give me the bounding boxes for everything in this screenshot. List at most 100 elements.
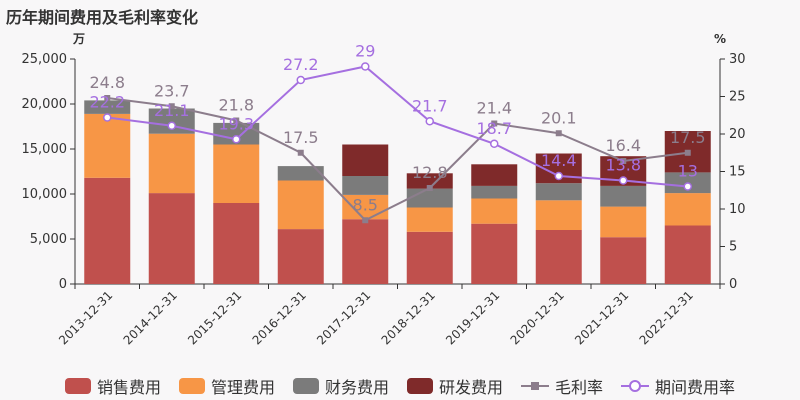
data-label-period: 29	[355, 42, 375, 61]
legend-label: 研发费用	[439, 378, 504, 397]
line-period	[107, 65, 688, 188]
legend-label: 毛利率	[555, 378, 604, 397]
legend-swatch-rd	[407, 378, 433, 394]
y-right-tick-label: 0	[729, 277, 737, 292]
bar-finance	[535, 183, 582, 201]
bar-admin	[84, 113, 131, 178]
legend-label: 管理费用	[210, 378, 275, 397]
x-tick-label: 2020-12-31	[508, 288, 567, 347]
legend-swatch-sales	[64, 378, 91, 394]
data-label-gross: 8.5	[353, 195, 378, 214]
legend-item-rd[interactable]: 研发费用	[407, 374, 503, 398]
y-left-tick-label: 0	[59, 277, 67, 292]
bar-sales	[664, 225, 711, 284]
x-tick-label: 2013-12-31	[56, 288, 115, 347]
bar-admin	[213, 144, 260, 203]
line-gross	[107, 97, 688, 222]
data-label-period: 22.2	[89, 93, 125, 112]
point-period	[103, 113, 112, 122]
data-label-period: 27.2	[283, 55, 319, 74]
x-tick-label: 2017-12-31	[314, 288, 373, 347]
data-label-gross: 17.5	[283, 128, 319, 147]
point-period	[554, 171, 563, 181]
data-label-gross: 20.1	[541, 108, 577, 127]
y-left-tick-label: 20,000	[22, 97, 68, 112]
data-label-gross: 17.5	[670, 128, 706, 147]
point-gross	[297, 149, 304, 156]
point-period	[683, 182, 692, 191]
legend-swatch-finance	[292, 378, 319, 394]
legend-item-gross[interactable]: 毛利率	[521, 374, 603, 398]
data-label-gross: 23.7	[154, 81, 190, 100]
y-left-unit: 万	[72, 32, 85, 46]
data-label-gross: 21.8	[218, 96, 254, 115]
point-period	[619, 176, 628, 185]
x-tick-label: 2021-12-31	[572, 288, 631, 347]
bar-admin	[600, 206, 647, 238]
x-tick-label: 2022-12-31	[637, 288, 696, 347]
bar-admin	[471, 198, 518, 224]
point-gross	[168, 103, 175, 110]
legend-swatch-admin	[178, 378, 205, 394]
point-gross	[104, 95, 111, 101]
bar-rd	[471, 164, 518, 186]
point-gross	[491, 120, 498, 127]
data-label-period: 13	[678, 162, 698, 181]
point-gross	[620, 158, 627, 164]
bar-sales	[277, 229, 324, 284]
bar-sales	[148, 193, 195, 284]
bar-finance	[84, 100, 131, 114]
legend-swatch-gross	[521, 378, 550, 394]
point-period	[361, 62, 370, 71]
data-label-period: 19.3	[218, 114, 254, 133]
y-left-tick-label: 15,000	[22, 142, 68, 157]
x-tick-label: 2014-12-31	[121, 288, 180, 347]
legend-swatch-period	[621, 378, 650, 394]
y-right-tick-label: 5	[729, 240, 737, 255]
bar-finance	[342, 176, 389, 195]
data-label-period: 21.7	[412, 96, 448, 115]
bar-rd	[342, 144, 389, 176]
bar-finance	[600, 185, 647, 207]
y-left-tick-label: 5,000	[30, 232, 67, 247]
data-label-period: 18.7	[476, 119, 512, 138]
legend-item-finance[interactable]: 财务费用	[292, 374, 389, 398]
bar-admin	[406, 207, 453, 232]
x-tick-label: 2018-12-31	[379, 288, 438, 347]
point-gross	[362, 217, 369, 224]
point-period	[232, 135, 241, 144]
bar-sales	[342, 219, 389, 284]
point-period	[425, 117, 434, 126]
data-label-gross: 16.4	[605, 136, 641, 155]
point-period	[296, 75, 305, 85]
legend-item-admin[interactable]: 管理费用	[178, 374, 275, 398]
bar-sales	[535, 230, 582, 284]
x-tick-label: 2019-12-31	[443, 288, 502, 347]
data-label-gross: 21.4	[476, 99, 512, 118]
point-gross	[684, 149, 691, 156]
data-label-gross: 12.8	[412, 163, 448, 182]
bar-sales	[84, 177, 131, 284]
bar-finance	[277, 166, 324, 181]
legend-item-sales[interactable]: 销售费用	[64, 374, 161, 398]
bar-sales	[406, 231, 453, 284]
bar-sales	[600, 237, 647, 284]
point-gross	[233, 117, 240, 124]
point-period	[490, 139, 499, 148]
data-label-period: 13.8	[605, 156, 641, 175]
bar-finance	[471, 185, 518, 199]
legend-item-period[interactable]: 期间费用率	[621, 374, 735, 398]
bar-sales	[471, 223, 518, 284]
legend: 销售费用 管理费用 财务费用 研发费用 毛利率 期间费用率	[0, 372, 800, 400]
y-right-tick-label: 30	[729, 52, 746, 67]
y-left-tick-label: 10,000	[22, 187, 68, 202]
bar-admin	[277, 180, 324, 230]
bar-admin	[535, 200, 582, 230]
y-right-tick-label: 20	[729, 127, 746, 142]
point-gross	[555, 130, 562, 137]
y-right-tick-label: 25	[729, 90, 746, 105]
x-tick-label: 2016-12-31	[250, 288, 309, 347]
y-right-tick-label: 15	[729, 165, 746, 180]
